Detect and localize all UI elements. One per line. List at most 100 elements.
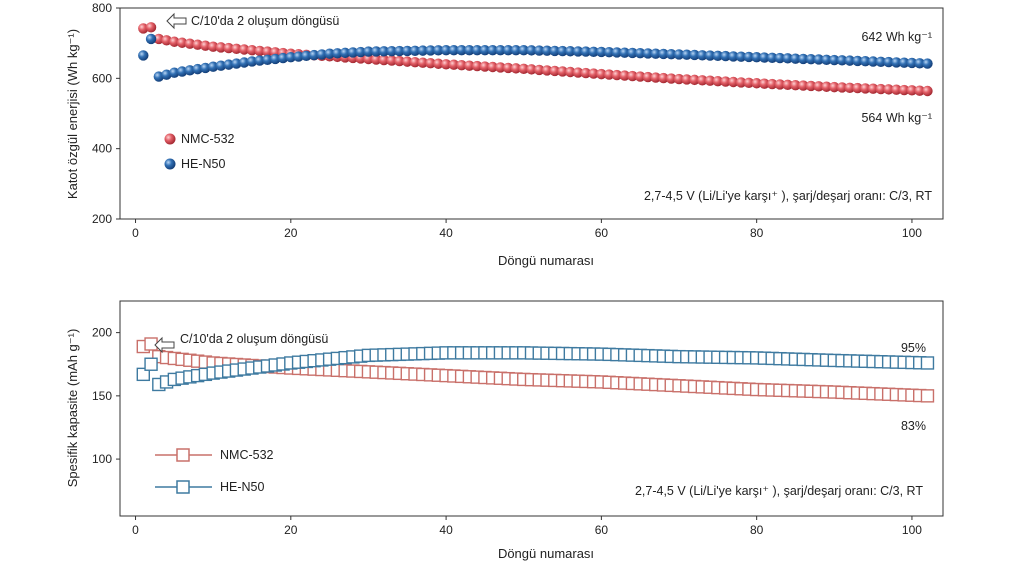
energy-point-he-n50 [565, 46, 576, 57]
energy-point-he-n50 [471, 45, 483, 56]
energy-point-he-n50 [145, 33, 157, 45]
energy-point-nmc-532 [246, 45, 258, 56]
energy-point-nmc-532 [503, 62, 514, 74]
energy-point-he-n50 [642, 48, 654, 59]
energy-plot-frame [119, 7, 944, 220]
energy-point-he-n50 [254, 55, 265, 66]
energy-point-nmc-532 [883, 84, 894, 95]
energy-point-nmc-532 [440, 59, 452, 70]
energy-y-tick-label: 200 [92, 212, 112, 226]
energy-point-he-n50 [619, 47, 630, 58]
capacity-legend-label-nmc: NMC-532 [220, 448, 274, 462]
energy-point-nmc-532 [409, 56, 421, 68]
energy-point-nmc-532 [875, 83, 887, 95]
capacity-legend-label-he: HE-N50 [220, 480, 265, 494]
energy-legend-marker-nmc [164, 133, 176, 145]
energy-point-he-n50 [270, 53, 281, 65]
energy-y-tick-label: 600 [92, 71, 112, 85]
energy-point-nmc-532 [448, 59, 460, 70]
energy-point-nmc-532 [487, 61, 498, 73]
capacity-legend-marker-he [176, 480, 190, 494]
energy-point-nmc-532 [697, 75, 708, 86]
energy-point-nmc-532 [541, 65, 553, 76]
energy-point-he-n50 [200, 62, 211, 74]
energy-point-he-n50 [409, 45, 421, 56]
capacity-formation-annotation: C/10'da 2 oluşum döngüsü [154, 332, 328, 354]
energy-point-nmc-532 [557, 66, 568, 77]
energy-legend-label-nmc: NMC-532 [181, 132, 235, 146]
energy-point-he-n50 [821, 54, 832, 65]
energy-point-nmc-532 [176, 37, 188, 48]
energy-point-he-n50 [433, 45, 444, 56]
energy-point-nmc-532 [759, 78, 770, 89]
energy-point-he-n50 [572, 46, 584, 57]
energy-point-nmc-532 [603, 69, 615, 80]
energy-legend: NMC-532 HE-N50 [164, 132, 235, 171]
energy-point-he-n50 [371, 46, 382, 57]
energy-point-he-n50 [402, 45, 413, 57]
energy-point-he-n50 [805, 54, 817, 65]
energy-point-he-n50 [720, 50, 731, 62]
energy-point-he-n50 [611, 47, 623, 58]
energy-point-he-n50 [316, 49, 328, 60]
energy-point-he-n50 [332, 48, 343, 59]
energy-point-he-n50 [161, 69, 172, 80]
energy-point-nmc-532 [634, 71, 646, 82]
energy-point-nmc-532 [518, 63, 529, 75]
energy-point-he-n50 [549, 45, 560, 57]
energy-point-he-n50 [456, 45, 467, 56]
energy-point-nmc-532 [720, 76, 731, 87]
energy-point-he-n50 [394, 45, 405, 57]
energy-point-nmc-532 [743, 77, 755, 89]
energy-point-he-n50 [153, 71, 165, 82]
energy-x-axis-label: Döngü numarası [498, 253, 594, 268]
energy-end-bottom-label: 564 Wh kg⁻¹ [861, 111, 932, 125]
energy-point-he-n50 [215, 60, 227, 71]
energy-point-nmc-532 [898, 84, 910, 96]
energy-point-he-n50 [448, 45, 460, 56]
energy-point-he-n50 [534, 45, 545, 56]
energy-point-nmc-532 [200, 40, 211, 51]
capacity-x-tick-label: 80 [750, 523, 764, 537]
capacity-y-tick-label: 100 [92, 452, 112, 466]
energy-point-nmc-532 [689, 74, 700, 86]
energy-point-he-n50 [689, 49, 700, 61]
energy-conditions-label: 2,7-4,5 V (Li/Li'ye karşı⁺ ), şarj/deşar… [644, 189, 932, 203]
energy-point-he-n50 [541, 45, 553, 56]
energy-point-he-n50 [697, 50, 708, 61]
energy-point-nmc-532 [215, 42, 227, 53]
energy-axis-ticks: 0 20 40 60 80 100 200 400 600 800 [92, 1, 922, 240]
energy-point-he-n50 [557, 45, 568, 57]
energy-point-nmc-532 [580, 67, 592, 79]
energy-point-he-n50 [138, 50, 149, 61]
energy-point-he-n50 [285, 52, 297, 63]
energy-point-nmc-532 [914, 85, 925, 96]
energy-point-he-n50 [883, 56, 894, 68]
energy-formation-arrow-icon [166, 12, 187, 30]
capacity-formation-arrow-icon [154, 336, 175, 354]
energy-end-top-label: 642 Wh kg⁻¹ [861, 30, 932, 44]
energy-point-nmc-532 [402, 56, 413, 67]
energy-point-he-n50 [363, 46, 374, 57]
energy-point-nmc-532 [704, 75, 716, 86]
energy-point-he-n50 [184, 65, 196, 76]
energy-point-he-n50 [774, 52, 786, 64]
capacity-end-bottom-label: 83% [901, 419, 926, 433]
energy-point-he-n50 [867, 56, 879, 67]
capacity-point-he-n50 [144, 357, 158, 371]
energy-point-nmc-532 [363, 53, 374, 65]
energy-point-nmc-532 [138, 23, 149, 34]
energy-point-he-n50 [262, 54, 273, 65]
energy-point-he-n50 [852, 55, 863, 67]
energy-panel: 0 20 40 60 80 100 200 400 600 800 C/10'da 2 oluşu… [65, 1, 944, 268]
energy-point-he-n50 [277, 52, 289, 64]
energy-point-nmc-532 [642, 71, 654, 83]
energy-point-nmc-532 [433, 58, 444, 69]
energy-point-he-n50 [782, 53, 793, 64]
energy-point-he-n50 [627, 47, 638, 59]
energy-point-he-n50 [347, 47, 359, 58]
energy-point-he-n50 [634, 47, 646, 59]
energy-x-tick-label: 100 [902, 226, 922, 240]
energy-point-he-n50 [386, 45, 397, 57]
energy-point-he-n50 [293, 51, 304, 62]
